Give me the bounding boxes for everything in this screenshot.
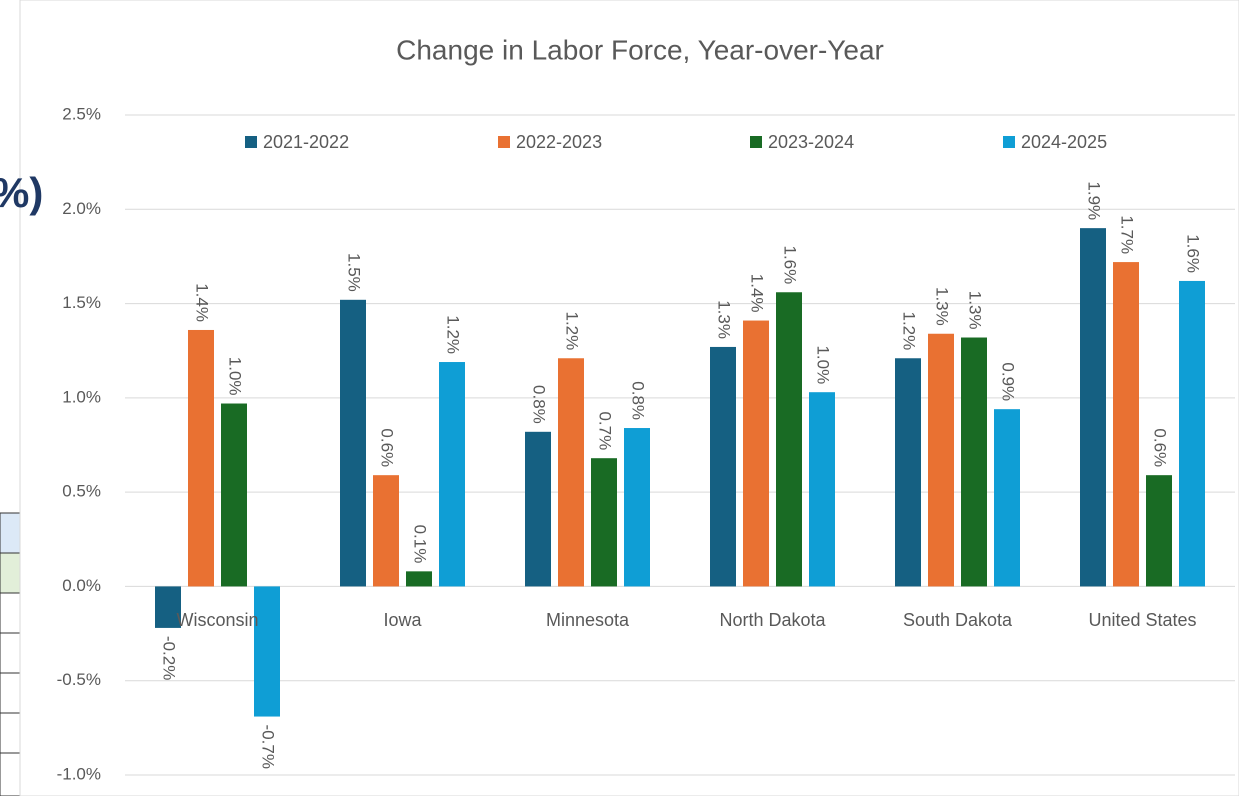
table-cell	[0, 752, 21, 796]
data-label: 1.3%	[933, 287, 952, 326]
bar	[1113, 262, 1139, 587]
background-table	[0, 512, 21, 796]
y-tick-label: 0.5%	[62, 482, 101, 501]
bar	[439, 362, 465, 587]
legend-swatch	[245, 136, 257, 148]
x-tick-label: South Dakota	[903, 610, 1013, 630]
data-label: 1.0%	[814, 345, 833, 384]
bar	[809, 392, 835, 587]
data-label: 1.6%	[1184, 234, 1203, 273]
x-tick-label: Iowa	[383, 610, 422, 630]
data-label: 0.6%	[1151, 428, 1170, 467]
x-tick-label: North Dakota	[719, 610, 826, 630]
bar	[743, 320, 769, 587]
data-label: 0.7%	[596, 411, 615, 450]
x-tick-label: Minnesota	[546, 610, 630, 630]
bar	[406, 571, 432, 587]
table-cell	[0, 672, 21, 714]
data-label: 1.0%	[226, 357, 245, 396]
bar	[221, 403, 247, 587]
legend-label: 2022-2023	[516, 132, 602, 152]
bar	[525, 431, 551, 587]
table-cell	[0, 552, 21, 594]
data-label: 0.8%	[629, 381, 648, 420]
y-tick-label: -0.5%	[57, 670, 101, 689]
table-cell	[0, 592, 21, 634]
y-tick-label: 2.0%	[62, 199, 101, 218]
y-tick-label: 1.5%	[62, 293, 101, 312]
y-tick-label: 1.0%	[62, 387, 101, 406]
data-label: 0.1%	[411, 525, 430, 564]
data-label: 1.5%	[345, 253, 364, 292]
legend-label: 2023-2024	[768, 132, 854, 152]
bar	[558, 358, 584, 587]
x-tick-label: United States	[1088, 610, 1196, 630]
bar	[188, 329, 214, 587]
data-label: 1.4%	[193, 283, 212, 322]
bar	[710, 346, 736, 587]
data-label: -0.7%	[259, 725, 278, 769]
bar	[1080, 228, 1106, 587]
table-cell	[0, 632, 21, 674]
chart-title: Change in Labor Force, Year-over-Year	[396, 34, 884, 65]
data-label: 0.8%	[530, 385, 549, 424]
bar	[895, 358, 921, 587]
x-tick-label: Wisconsin	[176, 610, 258, 630]
bar	[994, 409, 1020, 587]
data-label: 1.7%	[1118, 215, 1137, 254]
data-label: 1.9%	[1085, 181, 1104, 220]
legend-swatch	[498, 136, 510, 148]
background-text: %)	[0, 169, 43, 216]
bar	[1179, 280, 1205, 587]
y-tick-label: -1.0%	[57, 764, 101, 783]
bar	[624, 428, 650, 587]
bar	[928, 333, 954, 587]
legend-label: 2024-2025	[1021, 132, 1107, 152]
legend-label: 2021-2022	[263, 132, 349, 152]
plot: -1.0% -0.5% 0.0% 0.5% 1.0% 1.5% 2.0% 2.5% 2021-2…	[57, 104, 1235, 783]
data-label: 0.6%	[378, 428, 397, 467]
table-cell	[0, 512, 21, 554]
data-label: 1.4%	[748, 274, 767, 313]
y-tick-label: 2.5%	[62, 104, 101, 123]
data-label: 1.3%	[966, 291, 985, 330]
data-label: 1.3%	[715, 300, 734, 339]
legend-swatch	[1003, 136, 1015, 148]
data-label: 1.2%	[444, 315, 463, 354]
data-label: 1.2%	[900, 312, 919, 351]
bar	[340, 299, 366, 587]
bar	[776, 292, 802, 587]
bar	[1146, 475, 1172, 587]
bar	[961, 337, 987, 587]
data-label: -0.2%	[160, 636, 179, 680]
bar	[373, 475, 399, 587]
bar	[254, 586, 280, 717]
table-cell	[0, 712, 21, 754]
bar	[155, 586, 181, 628]
bar	[591, 458, 617, 587]
data-label: 0.9%	[999, 362, 1018, 401]
data-label: 1.6%	[781, 246, 800, 285]
y-tick-label: 0.0%	[62, 576, 101, 595]
legend-swatch	[750, 136, 762, 148]
data-label: 1.2%	[563, 312, 582, 351]
